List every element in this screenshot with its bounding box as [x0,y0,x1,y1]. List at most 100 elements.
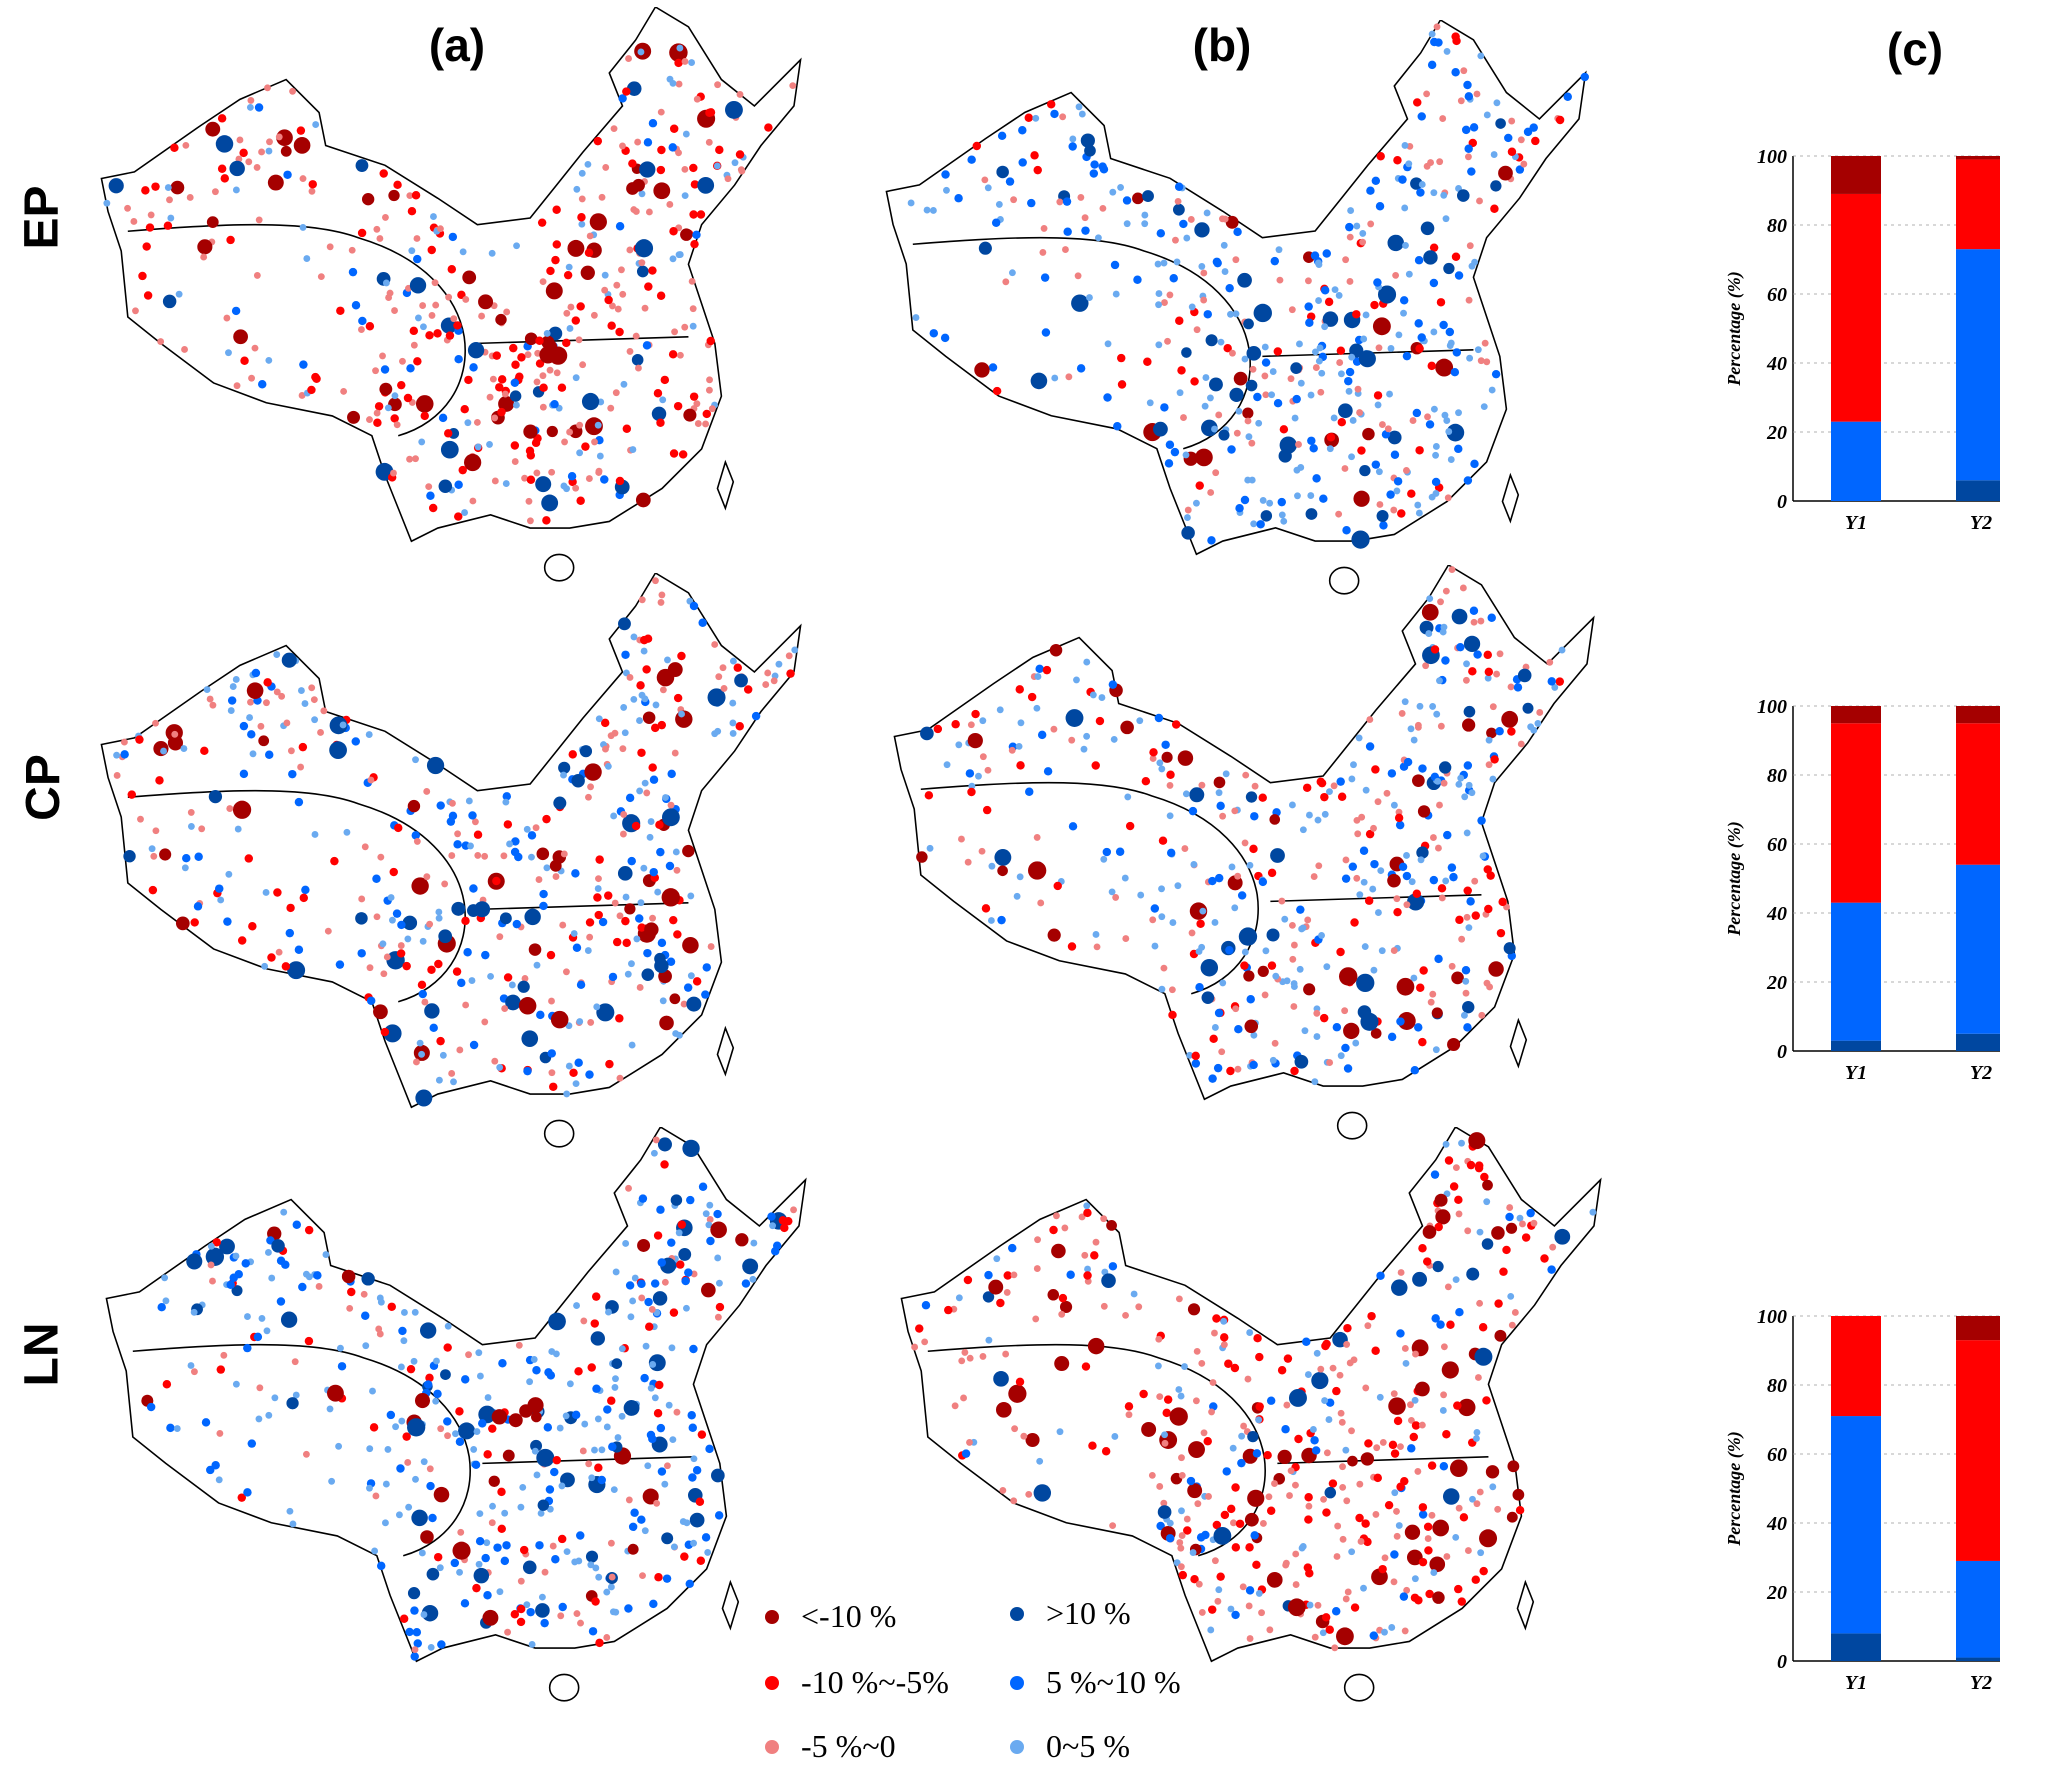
station-dot [1353,490,1370,507]
station-dot [1334,1522,1342,1530]
station-dot [612,937,622,947]
station-dot [1370,300,1379,310]
station-dot [1348,862,1358,871]
station-dot [433,1389,442,1399]
station-dot [1081,1251,1089,1259]
station-dot [421,998,429,1006]
station-dot [445,331,455,340]
station-dot [1307,436,1316,446]
station-dot [237,1493,246,1502]
station-dot [1526,1208,1535,1218]
station-dot [702,409,711,419]
station-dot [963,1275,973,1285]
plateau-boundary [912,236,1251,450]
station-dot [1414,1023,1423,1032]
station-dot [223,314,231,322]
station-dot [531,1447,539,1455]
station-dot [697,176,715,194]
station-dot [227,707,235,715]
station-dot [1302,783,1312,793]
station-dot [1290,941,1298,949]
station-dot [1205,1493,1212,1500]
station-dot [661,1480,669,1488]
station-dot [1296,965,1304,973]
station-dot [743,685,753,694]
station-dot [964,858,972,866]
station-dot [626,81,642,96]
station-dot [647,1384,655,1392]
station-dot [683,1519,691,1527]
station-dot [576,1531,585,1540]
china-outline [893,565,1595,1101]
station-dot [217,114,227,123]
station-dot [1402,351,1412,361]
station-dot [1481,339,1489,347]
station-dot [1141,1421,1157,1437]
station-dot [1381,1628,1388,1636]
station-dot [366,1484,373,1492]
station-dot [535,876,543,883]
station-dot [1336,1627,1354,1646]
station-dot [985,1336,993,1344]
station-dot [1370,966,1378,974]
station-dot [1025,1432,1040,1448]
station-dot [541,1568,549,1576]
station-dot [212,1238,221,1247]
station-dot [981,904,991,913]
station-dot [1455,409,1462,417]
station-dot [186,1253,203,1270]
y-axis-label: Percentage (%) [1724,271,1745,386]
station-dot [411,191,421,200]
station-dot [1414,1596,1423,1605]
station-dot [460,1599,470,1608]
station-dot [657,1137,672,1152]
station-dot [1490,755,1499,764]
station-dot [407,799,421,813]
station-dot [556,1424,564,1432]
station-dot [1333,1553,1341,1560]
station-dot [488,249,496,257]
station-dot [1417,805,1431,818]
station-dot [1489,703,1497,711]
station-dot [1326,445,1334,453]
station-dot [658,591,666,599]
station-dot [563,270,573,280]
station-dot [543,864,551,872]
station-dot [982,805,992,815]
station-dot [1393,1532,1401,1540]
station-dot [1158,765,1166,773]
station-dot [689,305,697,313]
station-dot [1390,450,1400,459]
station-dot [330,856,339,866]
station-dot [1516,1214,1524,1222]
bar-segment [1956,1316,2000,1341]
station-dot [390,469,397,477]
station-dot [1290,362,1302,374]
station-dot [1523,127,1533,137]
station-dot [1225,283,1234,293]
station-dot [351,737,360,746]
station-dot [764,123,773,132]
station-dot [170,180,185,195]
station-dot [410,1652,419,1661]
station-dot [1406,1549,1423,1566]
station-dot [978,847,986,855]
station-dot [997,865,1008,877]
station-dot [1398,709,1406,717]
station-dot [1353,874,1361,882]
station-dot [1473,1500,1481,1508]
station-dot [1337,403,1353,419]
station-dot [373,418,382,428]
station-dot [987,917,995,924]
station-dot [635,364,642,372]
station-dot [145,223,155,232]
station-dot [1277,1366,1287,1375]
station-dot [1313,1033,1321,1041]
station-dot [1302,1337,1311,1346]
station-dot [1212,257,1222,267]
station-dot [1414,1381,1430,1397]
station-dot [1164,459,1174,468]
station-dot [1155,341,1163,349]
station-dot [373,225,381,233]
station-dot [411,831,421,840]
